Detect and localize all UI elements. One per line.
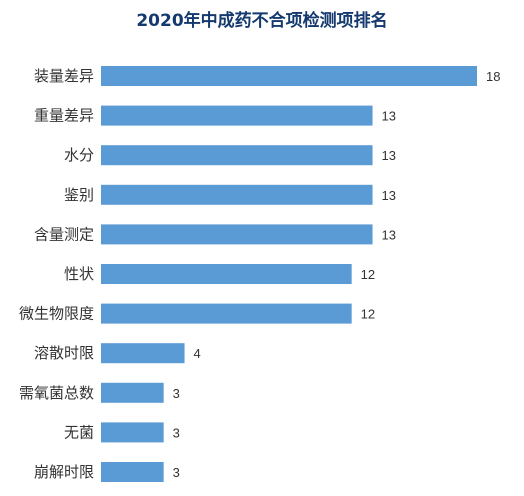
category-label-6: 微生物限度 (19, 305, 94, 323)
bar-7 (101, 343, 185, 364)
category-label-2: 水分 (64, 146, 94, 164)
data-label-0: 18 (486, 69, 500, 84)
data-label-3: 13 (382, 188, 396, 203)
bar-8 (101, 382, 164, 403)
category-label-10: 崩解时限 (34, 463, 94, 481)
data-label-9: 3 (173, 425, 180, 440)
bar-10 (101, 462, 164, 482)
data-label-2: 13 (382, 148, 396, 163)
bar-9 (101, 422, 164, 443)
bar-4 (101, 224, 373, 245)
data-label-6: 12 (361, 307, 375, 322)
bar-0 (101, 66, 477, 86)
bar-3 (101, 184, 373, 205)
data-label-4: 13 (382, 227, 396, 242)
bar-5 (101, 264, 352, 284)
category-label-7: 溶散时限 (34, 344, 94, 362)
data-label-5: 12 (361, 267, 375, 282)
category-label-1: 重量差异 (34, 107, 94, 125)
category-label-5: 性状 (64, 265, 94, 283)
category-label-9: 无菌 (64, 423, 94, 441)
bar-1 (101, 105, 373, 126)
data-label-8: 3 (173, 386, 180, 401)
data-label-10: 3 (173, 465, 180, 480)
category-label-4: 含量测定 (34, 225, 94, 243)
data-label-7: 4 (194, 346, 201, 361)
bar-2 (101, 145, 373, 166)
data-label-1: 13 (382, 109, 396, 124)
category-label-0: 装量差异 (34, 67, 94, 85)
chart-title: 2020年中成药不合项检测项排名 (136, 11, 388, 31)
bar-6 (101, 303, 352, 324)
category-label-3: 鉴别 (64, 186, 94, 204)
category-label-8: 需氧菌总数 (19, 384, 94, 402)
